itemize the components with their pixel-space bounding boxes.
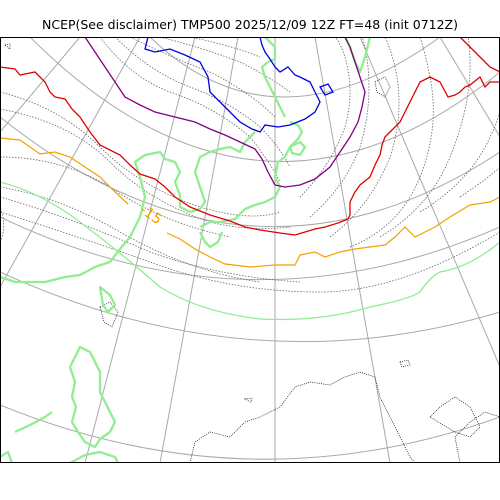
coastline [99,301,119,328]
isotherm-line [0,137,129,205]
isotherm-line [68,345,117,449]
isotherm-line [159,37,291,93]
isotherm-line [129,37,276,118]
latitude-line [149,37,441,98]
isotherm-line [299,37,351,198]
green-isotherms-bold [0,37,372,463]
isotherm-line [198,231,224,249]
isotherm-line [0,66,500,236]
red-isotherm [0,37,500,236]
isotherm-line [114,37,291,168]
coastlines [4,43,500,463]
meridian-lines [0,37,500,463]
isotherm-line [329,37,400,238]
purple-isotherm [84,37,366,188]
isotherm-line [349,37,434,248]
map-frame [0,37,500,463]
isotherm-line [14,411,53,434]
isotherm-line [459,166,500,198]
isotherm-line [319,83,334,96]
isotherm-line [199,120,304,229]
isotherm-line [84,37,366,188]
latitude-line [0,216,500,281]
coastline [374,76,391,98]
latitude-line [0,271,500,343]
coastline [399,359,411,368]
isotherm-line [0,91,281,217]
latitude-line [0,116,500,228]
coastline [189,371,416,463]
isotherm-line [459,37,500,73]
isotherm-label: -15 [137,202,165,228]
isotherm-line [419,106,500,213]
isotherm-line [99,37,281,183]
isotherm-line [260,37,287,118]
isotherm-line [166,196,500,268]
isotherm-line [98,285,117,314]
isotherm-line [189,37,261,58]
meridian-line [0,37,141,288]
isotherm-line [309,37,370,218]
green-isotherms [0,181,500,321]
meridian-line [439,37,500,138]
isotherm-line [0,450,14,463]
meridian-line [84,37,196,463]
isotherm-line [288,140,307,157]
isotherm-line [0,108,291,230]
latitude-line [29,37,500,162]
meridian-line [359,37,500,368]
coastline [243,397,253,403]
isotherm-line [343,37,372,74]
isotherm-line [144,37,321,133]
orange-isotherm [0,137,500,268]
isotherm-line [379,37,471,238]
isotherm-line [0,131,256,284]
blue-isotherm [144,37,334,133]
coastline [454,411,500,463]
latitude-line [0,404,500,460]
coastline [4,43,11,50]
isotherm-line [69,450,120,463]
map-title: NCEP(See disclaimer) TMP500 2025/12/09 1… [41,17,458,32]
isotherm-line [0,181,500,321]
dotted-isotherms [0,37,500,293]
latitude-lines [0,37,500,460]
coastline [429,396,481,438]
isotherm-line [0,196,301,283]
isotherm-line [0,211,500,293]
weather-map[interactable]: -15 [0,37,500,463]
meridian-line [0,37,81,133]
meridian-line [159,37,239,463]
